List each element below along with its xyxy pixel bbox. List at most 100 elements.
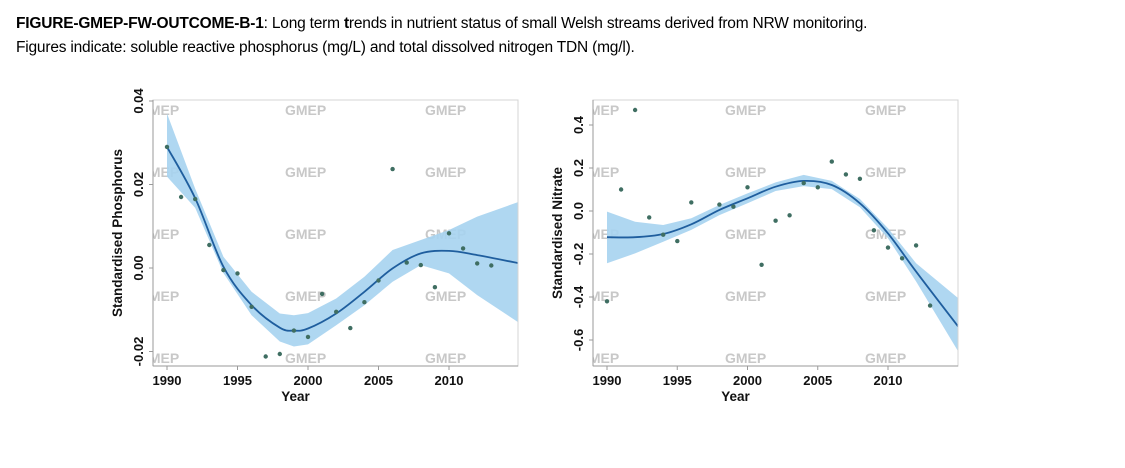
x-tick-label: 2010 [874,373,903,388]
watermark-text: GMEP [285,102,326,118]
watermark-text: GMEP [425,164,466,180]
x-tick-label: 1990 [593,373,622,388]
y-tick-label: 0.4 [571,115,586,134]
data-point [277,351,282,357]
data-point [913,243,919,248]
data-point [829,159,834,164]
watermark-text: GMEP [865,288,906,304]
watermark-text: GMEP [578,164,619,180]
y-tick-label: 0.00 [131,255,146,280]
watermark-text: GMEP [725,350,766,366]
nitrate-chart: GMEP GMEP GMEP GMEP GMEP GMEP GMEP GMEP GMEP GMEP… [550,99,959,404]
y-tick-label: 0.02 [131,172,146,197]
watermark-text: GMEP [138,102,179,118]
data-point [475,261,480,266]
x-tick-label: 1995 [223,373,252,388]
y-tick-label: -0.4 [571,285,586,308]
watermark-text: GMEP [425,102,466,118]
data-point [773,218,778,223]
caption-text-b: rends in nutrient status of small Welsh … [348,15,868,32]
caption-line-2: Figures indicate: soluble reactive phosp… [16,39,635,56]
watermark-text: GMEP [285,288,326,304]
data-point [404,260,409,265]
watermark-grid: GMEP GMEP GMEP GMEP GMEP GMEP GMEP GMEP GMEP GMEP… [578,102,906,366]
y-tick-label: 0.04 [131,88,146,114]
data-point [193,196,198,202]
x-tick-label: 2010 [435,373,464,388]
watermark-text: GMEP [578,102,619,118]
data-point [927,303,933,308]
data-point [235,271,240,276]
x-tick-label: 2000 [733,373,762,388]
data-point [390,166,395,172]
data-point [885,245,891,250]
y-axis-title: Standardised Nitrate [550,166,565,299]
trend-line [166,146,518,332]
data-point [717,202,722,207]
data-point [178,194,184,200]
data-point [618,187,624,192]
data-point [787,213,792,218]
watermark-text: GMEP [725,164,766,180]
x-tick-label: 1990 [153,373,182,388]
data-point [689,200,694,205]
caption-text-a: : Long term [263,15,344,32]
watermark-text: GMEP [578,350,619,366]
confidence-band [607,174,958,352]
x-tick-label: 2005 [364,373,393,388]
confidence-band [167,113,518,347]
watermark-text: GMEP [285,226,326,242]
watermark-text: GMEP [138,226,179,242]
watermark-text: GMEP [865,164,906,180]
x-tick-label: 1995 [663,373,692,388]
data-point [263,354,268,359]
data-point [801,180,806,186]
data-point [899,256,905,261]
x-tick-label: 2005 [803,373,832,388]
watermark-text: GMEP [725,102,766,118]
data-point [675,238,680,244]
data-point [207,242,212,248]
watermark-text: GMEP [285,164,326,180]
watermark-text: GMEP [865,102,906,118]
watermark-text: GMEP [865,350,906,366]
data-point [418,262,423,268]
data-point [376,278,381,283]
phosphorus-chart: GMEP GMEP GMEP GMEP GMEP GMEP GMEP GMEP GMEP GMEP… [110,88,519,404]
watermark-text: GMEP [138,350,179,366]
data-point [249,304,254,309]
data-point [432,285,438,290]
watermark-text: GMEP [138,288,179,304]
y-tick-label: -0.6 [571,329,586,351]
data-point [305,334,311,340]
watermark-text: GMEP [725,288,766,304]
data-point [604,299,610,304]
watermark-text: GMEP [425,288,466,304]
data-point [446,231,452,236]
data-point [843,172,849,177]
data-point [857,176,863,181]
y-tick-label: 0.2 [571,159,586,177]
figure-id: FIGURE-GMEP-FW-OUTCOME-B-1 [16,15,264,32]
figure-caption: FIGURE-GMEP-FW-OUTCOME-B-1: Long term tr… [16,12,867,60]
data-point [460,246,466,251]
data-point [632,107,638,113]
data-point [815,185,820,190]
data-point [221,267,226,273]
y-tick-label: -0.2 [571,243,586,265]
data-point [362,300,367,305]
y-tick-label: -0.02 [131,337,146,367]
data-point [319,291,325,297]
watermark-text: GMEP [425,350,466,366]
x-tick-label: 2000 [294,373,323,388]
data-point [759,262,764,267]
watermark-text: GMEP [285,350,326,366]
x-axis-title: Year [721,389,750,404]
x-axis-title: Year [281,389,310,404]
data-point [164,144,170,150]
data-point [348,325,353,331]
data-point [871,228,877,233]
caption-line-1: FIGURE-GMEP-FW-OUTCOME-B-1: Long term tr… [16,12,867,36]
data-point [489,263,494,268]
data-point [745,185,750,190]
